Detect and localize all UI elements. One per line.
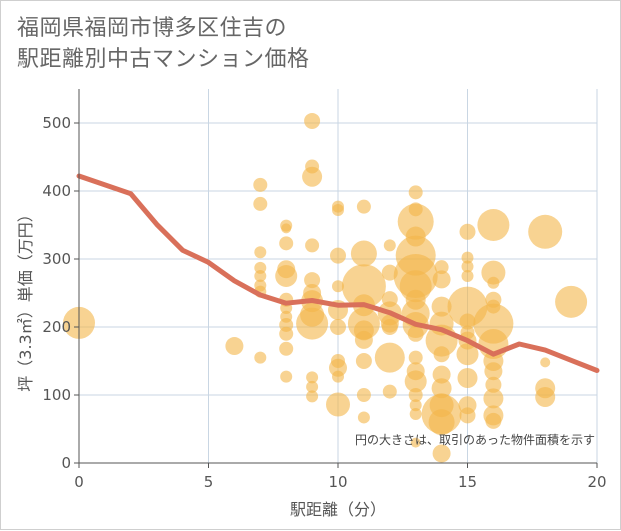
bubble-point	[306, 380, 319, 393]
bubble-point	[407, 325, 424, 342]
bubble-point	[357, 411, 370, 424]
bubble-point	[461, 270, 474, 282]
y-tick-label: 200	[42, 318, 71, 336]
bubble-point	[540, 357, 551, 368]
bubble-point	[485, 376, 502, 393]
bubble-point	[326, 392, 350, 417]
y-tick-label: 500	[42, 114, 71, 132]
bubble-point	[432, 444, 451, 463]
bubble-point	[305, 238, 320, 253]
bubble-point	[254, 270, 267, 282]
bubble-point	[397, 203, 434, 240]
bubble-point	[279, 326, 294, 341]
bubble-point	[253, 177, 268, 192]
bubble-point	[306, 390, 319, 403]
bubble-point	[428, 409, 455, 436]
bubble-point	[434, 260, 449, 275]
y-axis-label: 坪（3.3㎡）単価（万円）	[16, 206, 35, 391]
bubble-point	[374, 342, 405, 373]
bubble-point	[254, 246, 267, 259]
bubble-point	[431, 296, 452, 317]
bubble-point	[332, 280, 344, 293]
bubble-point	[330, 319, 346, 335]
bubble-point	[382, 384, 397, 399]
bubble-point	[225, 337, 244, 356]
y-tick-label: 400	[42, 182, 71, 200]
y-tick-label: 300	[42, 250, 71, 268]
bubble-point	[461, 251, 474, 264]
bubble-point	[330, 247, 346, 264]
chart-title: 福岡県福岡市博多区住吉の 駅距離別中古マンション価格	[17, 13, 310, 75]
bubble-point	[457, 368, 478, 388]
bubble-point	[304, 272, 321, 289]
bubble-point	[431, 378, 452, 399]
bubble-point	[408, 185, 423, 200]
bubble-point	[383, 239, 396, 252]
bubble-point	[459, 223, 476, 240]
x-tick-label: 5	[204, 473, 214, 491]
bubble-point	[404, 370, 427, 393]
bubble-point	[341, 264, 386, 309]
bubble-size-note: 円の大きさは、取引のあった物件面積を示す	[355, 432, 595, 447]
axes: 0 100 200 300 400 500 0 5 10 15 20	[42, 89, 607, 491]
bubble-point	[304, 112, 321, 129]
bubble-point	[254, 351, 267, 364]
bubble-point	[279, 236, 294, 251]
bubble-point	[408, 388, 423, 402]
bubble-point	[306, 371, 319, 384]
bubble-point	[296, 307, 329, 340]
x-tick-label: 20	[587, 473, 606, 491]
bubble-point	[280, 370, 293, 383]
x-axis-label: 駅距離（分）	[290, 500, 386, 519]
y-tick-label: 0	[61, 454, 71, 472]
bubble-point	[409, 408, 422, 421]
bubble-point	[381, 319, 398, 335]
bubble-point	[253, 196, 268, 211]
bubble-point	[535, 387, 556, 408]
bubble-point	[302, 166, 323, 187]
bubble-point	[354, 330, 373, 349]
bubble-point	[433, 346, 450, 363]
bubble-point	[332, 370, 344, 383]
bubble-point	[459, 313, 476, 330]
bubble-point	[459, 407, 476, 424]
x-tick-label: 15	[458, 473, 477, 491]
bubble-point	[432, 365, 451, 384]
trend-line	[76, 173, 600, 373]
bubble-point	[410, 437, 421, 448]
bubble-point	[332, 204, 344, 217]
chart-title-line-1: 福岡県福岡市博多区住吉の	[17, 16, 288, 41]
x-tick-label: 0	[74, 473, 84, 491]
bubble-point	[350, 240, 377, 267]
bubble-point	[461, 260, 474, 273]
bubble-point	[485, 412, 502, 429]
y-tick-label: 100	[42, 386, 71, 404]
bubble-point	[528, 214, 563, 249]
bubble-point	[355, 353, 372, 369]
bubble-point	[481, 260, 506, 285]
bubble-point	[456, 343, 479, 366]
bubble-point	[329, 358, 347, 377]
bubble-point	[275, 265, 298, 287]
bubble-point	[409, 399, 422, 412]
bubble-point	[356, 199, 371, 214]
bubble-point	[484, 362, 503, 381]
x-tick-label: 10	[328, 473, 347, 491]
chart-title-line-2: 駅距離別中古マンション価格	[17, 47, 310, 72]
bubble-point	[432, 270, 451, 289]
bubble-point	[487, 276, 500, 289]
bubble-point	[356, 388, 371, 402]
bubble-point	[555, 285, 588, 318]
bubble-point	[408, 350, 423, 365]
bubble-point	[483, 388, 504, 409]
trend-line-group	[76, 173, 600, 373]
bubble-point	[281, 223, 292, 234]
bubble-point	[477, 209, 510, 241]
bubble-point	[279, 341, 294, 356]
